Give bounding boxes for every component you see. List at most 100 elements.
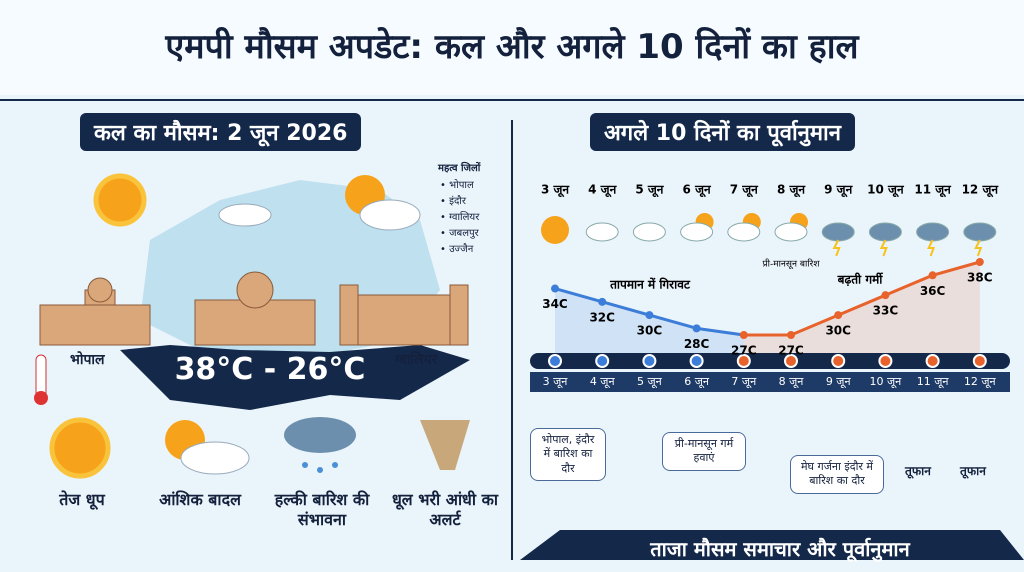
value-label: 30C	[825, 324, 851, 338]
callout: तूफान	[905, 464, 931, 478]
title: एमपी मौसम अपडेट: कल और अगले 10 दिनों का …	[165, 27, 859, 67]
weather-icon	[727, 222, 761, 242]
value-label: 38C	[967, 271, 993, 285]
date-label: 5 जून	[635, 183, 664, 198]
point	[787, 331, 795, 339]
annotation: तापमान में गिरावट	[609, 278, 691, 292]
timeline-date: 3 जून	[543, 375, 569, 389]
thermometer	[34, 391, 48, 405]
point	[975, 258, 984, 266]
timeline-date: 4 जून	[590, 375, 616, 389]
line-segment	[696, 326, 745, 337]
area	[791, 315, 839, 353]
point	[645, 311, 654, 320]
district: • इंदौर	[440, 196, 466, 207]
date-label: 4 जून	[588, 183, 617, 198]
value-label: 32C	[589, 310, 615, 324]
point	[928, 271, 937, 280]
date-label: 12 जून	[962, 183, 1000, 198]
date-label: 6 जून	[683, 183, 712, 198]
area	[649, 315, 697, 353]
temperature-range: 38°C - 26°C	[174, 352, 366, 387]
weather-icon	[974, 239, 983, 257]
left-heading: कल का मौसम: 2 जून 2026	[80, 113, 362, 151]
district: • ग्वालियर	[440, 212, 480, 223]
line-segment	[648, 313, 698, 330]
sun-icon	[49, 417, 111, 479]
footer: ताजा मौसम समाचार और पूर्वानुमान	[650, 537, 910, 561]
point	[881, 291, 890, 300]
point	[692, 324, 701, 333]
callout: भोपाल, इंदौर में बारिश का दौर	[530, 428, 606, 481]
annotation: प्री-मानसून बारिश	[763, 258, 821, 270]
timeline-dot	[736, 354, 751, 368]
value-label: 27C	[778, 344, 804, 358]
point	[551, 284, 559, 293]
cloud-icon	[218, 203, 272, 227]
point	[598, 297, 607, 306]
timeline-dot	[548, 354, 562, 368]
timeline-date: 11 जून	[917, 375, 950, 389]
area	[885, 275, 933, 353]
district: • भोपाल	[440, 180, 474, 191]
header-band	[0, 0, 1024, 95]
weather-icon	[879, 239, 888, 257]
condition: हल्की बारिश की संभावना	[274, 490, 370, 529]
sun-cloud-icon	[345, 175, 421, 231]
annotation: बढ़ती गर्मी	[837, 273, 884, 287]
date-label: 9 जून	[824, 183, 853, 198]
date-label: 11 जून	[914, 183, 952, 198]
weather-icon	[632, 222, 666, 242]
district: • उज्जैन	[440, 244, 474, 255]
timeline-date: 7 जून	[731, 375, 757, 389]
weather-icon	[774, 222, 808, 242]
date-label: 7 जून	[730, 183, 759, 198]
weather-icon	[680, 222, 714, 242]
timeline-date: 10 जून	[870, 375, 903, 389]
value-label: 34C	[542, 297, 568, 311]
area	[932, 262, 980, 353]
weather-icon	[926, 239, 936, 257]
line-segment	[790, 313, 839, 337]
callout: प्री-मानसून गर्म हवाएं	[662, 432, 746, 471]
area	[555, 288, 603, 353]
timeline-dot	[972, 354, 987, 368]
line-segment	[932, 260, 981, 277]
timeline-dot	[595, 354, 610, 368]
city-label: भोपाल	[70, 352, 105, 368]
districts-list: • भोपाल • इंदौर • ग्वालियर • जबलपुर • उज्जैन	[440, 178, 479, 258]
weather-icon	[963, 222, 997, 242]
timeline-dot	[831, 354, 846, 368]
line-segment	[884, 273, 934, 297]
timeline-date: 12 जून	[964, 375, 997, 389]
point	[834, 311, 843, 320]
weather-icon	[868, 222, 902, 242]
cloud-icon	[180, 441, 250, 475]
timeline-dot	[784, 354, 798, 368]
rain-cloud-icon	[284, 417, 356, 453]
callout: मेघ गर्जना इंदौर में बारिश का दौर	[790, 455, 884, 494]
timeline-date: 9 जून	[826, 375, 852, 389]
map-band	[120, 345, 470, 410]
weather-icon	[821, 222, 855, 242]
area	[602, 301, 650, 353]
timeline-dates-bar	[530, 372, 1010, 392]
sun-icon	[93, 173, 147, 227]
value-label: 36C	[920, 284, 946, 298]
city-label: ग्वालियर	[395, 352, 438, 368]
districts-title: महत्व जिलों	[438, 163, 481, 174]
weather-icon	[541, 216, 569, 244]
line-segment	[837, 293, 886, 317]
timeline-dot	[878, 354, 893, 368]
area	[743, 335, 791, 353]
timeline-dot	[925, 354, 940, 368]
value-label: 27C	[731, 344, 757, 358]
cityscape	[39, 271, 469, 346]
weather-icon	[916, 222, 950, 242]
line-segment	[554, 287, 603, 304]
right-heading: अगले 10 दिनों का पूर्वानुमान	[590, 113, 855, 151]
timeline-date: 8 जून	[779, 375, 805, 389]
date-label: 10 जून	[867, 183, 905, 198]
